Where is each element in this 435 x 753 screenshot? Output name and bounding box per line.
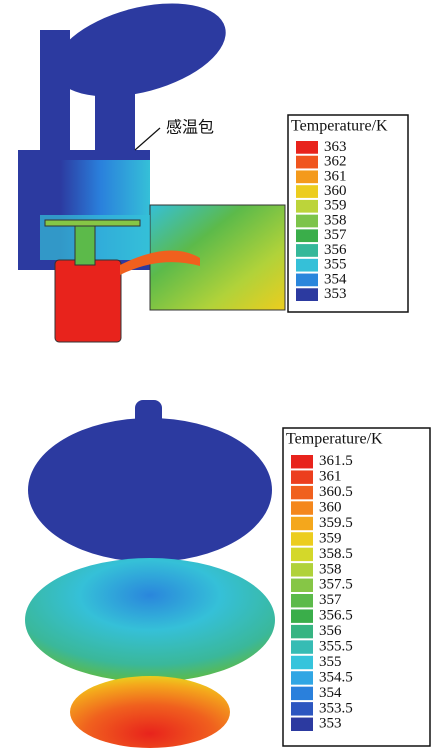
color-swatch — [296, 141, 318, 154]
color-swatch — [296, 156, 318, 169]
color-swatch — [296, 185, 318, 198]
color-swatch — [291, 486, 313, 499]
legend-label: 355 — [319, 654, 342, 670]
color-swatch — [296, 274, 318, 287]
legend-label: 353 — [324, 286, 347, 302]
legend: Temperature/K361.5361360.5360359.5359358… — [283, 428, 430, 746]
color-swatch — [291, 517, 313, 530]
legend-label: 355 — [324, 257, 347, 273]
legend-label: 361.5 — [319, 453, 353, 469]
legend-label: 362 — [324, 154, 347, 170]
legend-label: 358.5 — [319, 546, 353, 562]
legend-label: 359.5 — [319, 515, 353, 531]
legend-label: 358 — [319, 561, 342, 577]
color-swatch — [296, 288, 318, 301]
legend-label: 361 — [324, 168, 347, 184]
legend-title: Temperature/K — [286, 431, 383, 448]
legend-label: 356.5 — [319, 608, 353, 624]
color-swatch — [296, 259, 318, 272]
color-swatch — [291, 718, 313, 731]
legend-label: 359 — [324, 198, 347, 214]
legend-label: 357 — [319, 592, 342, 608]
legend-label: 357.5 — [319, 577, 353, 593]
legend-label: 354 — [319, 685, 342, 701]
legend-label: 358 — [324, 212, 347, 228]
legend-label: 361 — [319, 469, 342, 485]
color-swatch — [291, 625, 313, 638]
color-swatch — [291, 656, 313, 669]
legend: Temperature/K 363362361360359358357356355… — [288, 115, 408, 312]
valve-section: 感温包 — [18, 0, 285, 342]
legend-label: 355.5 — [319, 638, 353, 654]
legend-label: 356 — [319, 623, 342, 639]
color-swatch — [291, 640, 313, 653]
legend-label: 360 — [319, 499, 342, 515]
legend-label: 357 — [324, 227, 347, 243]
legend-label: 360.5 — [319, 484, 353, 500]
legend-title: Temperature/K — [291, 118, 388, 135]
color-swatch — [291, 594, 313, 607]
color-swatch — [291, 548, 313, 561]
color-swatch — [291, 702, 313, 715]
color-swatch — [296, 244, 318, 257]
figure: 感温包 Temperature/K36336236136035935835735… — [0, 0, 435, 753]
color-swatch — [291, 609, 313, 622]
legend-label: 363 — [324, 139, 347, 155]
legend-label: 353.5 — [319, 700, 353, 716]
legend-label: 360 — [324, 183, 347, 199]
color-swatch — [296, 229, 318, 242]
color-swatch — [296, 215, 318, 228]
color-swatch — [296, 170, 318, 183]
color-swatch — [296, 200, 318, 213]
color-swatch — [291, 563, 313, 576]
color-swatch — [291, 470, 313, 483]
color-swatch — [291, 579, 313, 592]
valve-3d — [25, 400, 275, 748]
color-swatch — [291, 501, 313, 514]
color-swatch — [291, 687, 313, 700]
color-swatch — [291, 455, 313, 468]
legend-label: 354.5 — [319, 669, 353, 685]
legend-label: 353 — [319, 716, 342, 732]
color-swatch — [291, 671, 313, 684]
legend-label: 354 — [324, 271, 347, 287]
annotation: 感温包 — [166, 118, 214, 137]
legend-label: 356 — [324, 242, 347, 258]
legend-label: 359 — [319, 530, 342, 546]
color-swatch — [291, 532, 313, 545]
